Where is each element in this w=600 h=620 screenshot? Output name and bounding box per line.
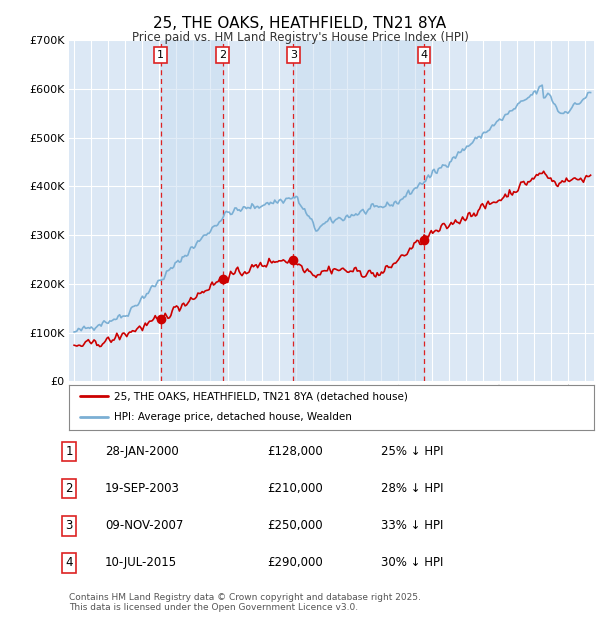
Text: HPI: Average price, detached house, Wealden: HPI: Average price, detached house, Weal…: [113, 412, 352, 422]
Text: 3: 3: [65, 520, 73, 532]
Text: £250,000: £250,000: [267, 520, 323, 532]
Text: Contains HM Land Registry data © Crown copyright and database right 2025.
This d: Contains HM Land Registry data © Crown c…: [69, 593, 421, 613]
Text: 28-JAN-2000: 28-JAN-2000: [105, 445, 179, 458]
Text: 4: 4: [65, 557, 73, 569]
Text: 2: 2: [65, 482, 73, 495]
Text: £210,000: £210,000: [267, 482, 323, 495]
Text: 10-JUL-2015: 10-JUL-2015: [105, 557, 177, 569]
Text: 3: 3: [290, 50, 297, 60]
Bar: [293, 40, 424, 381]
Text: 1: 1: [157, 50, 164, 60]
Text: £128,000: £128,000: [267, 445, 323, 458]
Text: Price paid vs. HM Land Registry's House Price Index (HPI): Price paid vs. HM Land Registry's House …: [131, 31, 469, 44]
Text: 25, THE OAKS, HEATHFIELD, TN21 8YA: 25, THE OAKS, HEATHFIELD, TN21 8YA: [154, 16, 446, 30]
Text: 28% ↓ HPI: 28% ↓ HPI: [381, 482, 443, 495]
Text: 4: 4: [421, 50, 428, 60]
Text: 19-SEP-2003: 19-SEP-2003: [105, 482, 180, 495]
Text: 1: 1: [65, 445, 73, 458]
Bar: [161, 40, 223, 381]
Text: 25% ↓ HPI: 25% ↓ HPI: [381, 445, 443, 458]
Text: 33% ↓ HPI: 33% ↓ HPI: [381, 520, 443, 532]
Text: 25, THE OAKS, HEATHFIELD, TN21 8YA (detached house): 25, THE OAKS, HEATHFIELD, TN21 8YA (deta…: [113, 391, 407, 401]
Text: 30% ↓ HPI: 30% ↓ HPI: [381, 557, 443, 569]
Text: £290,000: £290,000: [267, 557, 323, 569]
Text: 09-NOV-2007: 09-NOV-2007: [105, 520, 184, 532]
Text: 2: 2: [219, 50, 226, 60]
